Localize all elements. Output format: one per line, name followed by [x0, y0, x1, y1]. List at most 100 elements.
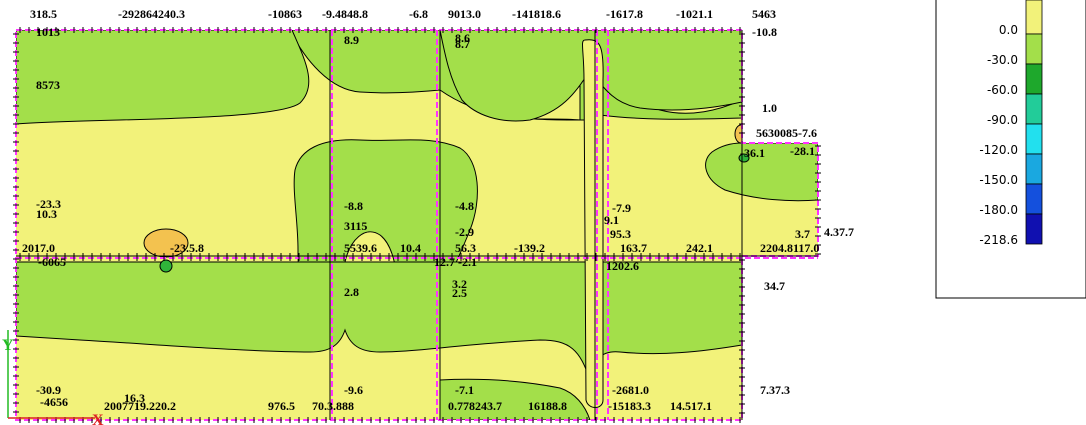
value-label: -2.9: [455, 225, 474, 239]
legend-swatch: [1025, 33, 1043, 65]
value-label: 34.7: [764, 279, 785, 293]
value-label: -6.8: [409, 7, 428, 21]
value-label: 242.1: [686, 241, 713, 255]
legend-label: -60.0: [987, 83, 1018, 97]
value-labels: 318.5 -292864240.3 -10863 -9.4848.8 -6.8 9013…: [22, 7, 854, 413]
value-label: -23.3: [36, 197, 61, 211]
value-label: 10.3: [36, 207, 57, 221]
value-label: 12.7: [434, 255, 455, 269]
legend-item: -218.6: [979, 213, 1043, 247]
value-label: -8.8: [344, 199, 363, 213]
value-label: 0.778243.7: [448, 399, 502, 413]
value-label: -15183.3: [608, 399, 651, 413]
value-label: -141818.6: [512, 7, 561, 21]
value-label: 95.3: [610, 227, 631, 241]
value-label: 8573: [36, 78, 60, 92]
value-label: 976.5: [268, 399, 295, 413]
value-label: -6065: [38, 255, 66, 269]
legend-swatch: [1025, 213, 1043, 245]
value-label: 8.6: [455, 31, 470, 45]
legend-label: -150.0: [979, 173, 1018, 187]
contour-band-top: [16, 30, 743, 121]
contour-band-right-top: [439, 30, 743, 122]
value-label: 318.5: [30, 7, 57, 21]
value-label: 5630085-7.6: [756, 126, 817, 140]
legend-item: -60.0: [987, 63, 1043, 97]
legend-label: -30.0: [987, 53, 1018, 67]
value-label: -1021.1: [676, 7, 713, 21]
contour-band-notch: [705, 142, 818, 202]
legend-label: -120.0: [979, 143, 1018, 157]
legend-item: -180.0: [979, 183, 1043, 217]
legend-item: 0.0: [999, 0, 1043, 37]
value-label: 4.37.7: [824, 225, 854, 239]
value-label: -28.1: [790, 144, 815, 158]
value-label: 5463: [752, 7, 776, 21]
value-label: 16188.8: [528, 399, 567, 413]
value-label: -9.4848.8: [322, 7, 368, 21]
value-label: 9013.0: [448, 7, 481, 21]
value-label: 10.4: [400, 241, 421, 255]
value-label: 2204.8117.0: [760, 241, 819, 255]
value-label: -23.5.8: [170, 241, 204, 255]
value-label: 1.0: [762, 101, 777, 115]
contour-band-bottom: [16, 261, 743, 382]
contour-band-bottom-right: [439, 378, 591, 420]
legend-swatch: [1025, 123, 1043, 155]
value-label: 8.7: [455, 37, 470, 51]
value-label: 2.8: [344, 285, 359, 299]
value-label: 1202.6: [606, 259, 639, 273]
legend-item: -120.0: [979, 123, 1043, 157]
value-label: 9.1: [604, 213, 619, 227]
value-label: -7.9: [612, 201, 631, 215]
value-label: 1013: [36, 25, 60, 39]
value-label: 2.5: [452, 286, 467, 300]
value-label: 16.3: [124, 391, 145, 405]
legend-swatch: [1025, 63, 1043, 95]
contour-band-stiffener: [581, 39, 604, 408]
axis-x-label: X: [92, 412, 104, 425]
value-label: 3.7: [795, 227, 810, 241]
axis-y-label: Y: [2, 337, 14, 354]
value-label: -7.1: [455, 383, 474, 397]
value-label: 3115: [344, 219, 367, 233]
value-label: 5539.6: [344, 241, 377, 255]
value-label: -30.9: [36, 383, 61, 397]
value-label: -1617.8: [606, 7, 643, 21]
mesh-lines: [16, 30, 818, 420]
edge-ticks: [13, 27, 821, 423]
value-label: 14.517.1: [670, 399, 712, 413]
legend-item: -150.0: [979, 153, 1043, 187]
mesh-lines-dark: [16, 30, 818, 420]
legend-label: -180.0: [979, 203, 1018, 217]
value-label: -10863: [268, 7, 302, 21]
value-label: 2007719.220.2: [104, 399, 176, 413]
value-label: 8.9: [344, 33, 359, 47]
contour-band-left-top: [16, 30, 310, 125]
legend-swatch: [1025, 93, 1043, 125]
legend-frame: [935, 0, 1086, 299]
value-label: -4.8: [455, 199, 474, 213]
value-label: 70.3.888: [312, 399, 354, 413]
legend-items: 0.0 -30.0 -60.0 -90.0 -120.0 -150.0 -180.0 -218…: [979, 0, 1043, 247]
legend-item: -30.0: [987, 33, 1043, 67]
legend-label: -218.6: [979, 233, 1018, 247]
value-label: -139.2: [514, 241, 545, 255]
value-label: -2.1: [458, 255, 477, 269]
value-label: -36.1: [740, 146, 765, 160]
value-label: 2017.0: [22, 241, 55, 255]
value-label: -2681.0: [612, 383, 649, 397]
hotspot-green-left: [159, 259, 173, 273]
legend-item: -90.0: [987, 93, 1043, 127]
legend: 0.0 -30.0 -60.0 -90.0 -120.0 -150.0 -180.0 -218…: [935, 0, 1086, 299]
value-label: -9.6: [344, 383, 363, 397]
value-label: 163.7: [620, 241, 647, 255]
value-label: 7.37.3: [760, 383, 790, 397]
value-label: -4656: [40, 395, 68, 409]
legend-swatch: [1025, 0, 1043, 35]
value-label: 56.3: [455, 241, 476, 255]
value-label: -10.8: [752, 25, 777, 39]
legend-swatch: [1025, 153, 1043, 185]
axis-triad: Y X: [2, 330, 104, 425]
legend-swatch: [1025, 183, 1043, 215]
